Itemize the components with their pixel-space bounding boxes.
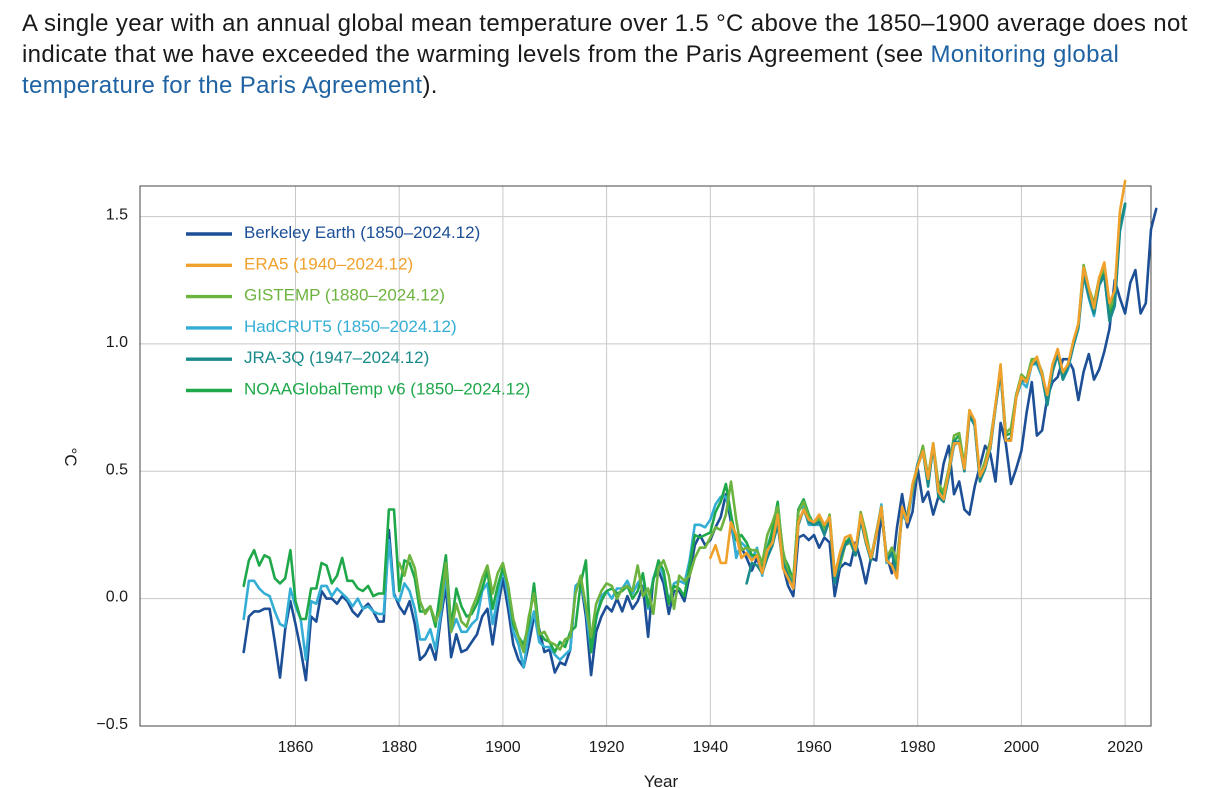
paris-agreement-link[interactable]: Monitoring global temperature for the Pa… xyxy=(22,41,1120,99)
series-line xyxy=(745,202,1127,590)
grid-y xyxy=(140,216,1151,600)
y-tick-label: 1.5 xyxy=(106,207,128,224)
legend-label: JRA-3Q (1947–2024.12) xyxy=(244,348,429,367)
intro-paragraph: A single year with an annual global mean… xyxy=(22,8,1202,101)
x-tick-label: 1860 xyxy=(278,739,314,756)
legend-label: GISTEMP (1880–2024.12) xyxy=(244,286,445,305)
x-tick-label: 1920 xyxy=(589,739,625,756)
y-tick-label: 0.5 xyxy=(106,461,128,478)
series-line xyxy=(242,207,1158,682)
series-lines xyxy=(242,179,1158,682)
y-axis-label: °C xyxy=(61,447,80,466)
x-tick-label: 2020 xyxy=(1107,739,1143,756)
series-line xyxy=(397,202,1127,654)
intro-text-after: ). xyxy=(422,72,438,99)
x-tick-label: 1960 xyxy=(796,739,832,756)
y-tick-label: −0.5 xyxy=(96,716,128,733)
x-tick-labels: 1860 1880 1900 1920 1940 1960 1980 2000 2020 xyxy=(278,739,1143,756)
legend-label: HadCRUT5 (1850–2024.12) xyxy=(244,317,457,336)
x-tick-label: 1880 xyxy=(381,739,417,756)
legend-label: ERA5 (1940–2024.12) xyxy=(244,254,413,273)
x-tick-label: 1980 xyxy=(900,739,936,756)
grid-x xyxy=(295,186,1126,726)
legend: Berkeley Earth (1850–2024.12) ERA5 (1940–… xyxy=(186,223,530,399)
plot-area-frame xyxy=(139,185,1152,727)
series-line xyxy=(708,179,1127,590)
y-tick-labels: −0.5 0.0 0.5 1.0 1.5 xyxy=(96,207,128,733)
x-axis-label: Year xyxy=(644,772,679,788)
intro-text-before: A single year with an annual global mean… xyxy=(22,10,1188,68)
y-tick-label: 1.0 xyxy=(106,334,128,351)
legend-label: Berkeley Earth (1850–2024.12) xyxy=(244,223,480,242)
x-tick-label: 1940 xyxy=(693,739,729,756)
x-tick-label: 2000 xyxy=(1004,739,1040,756)
x-tick-label: 1900 xyxy=(485,739,521,756)
legend-label: NOAAGlobalTemp v6 (1850–2024.12) xyxy=(244,380,530,399)
y-tick-label: 0.0 xyxy=(106,589,128,606)
